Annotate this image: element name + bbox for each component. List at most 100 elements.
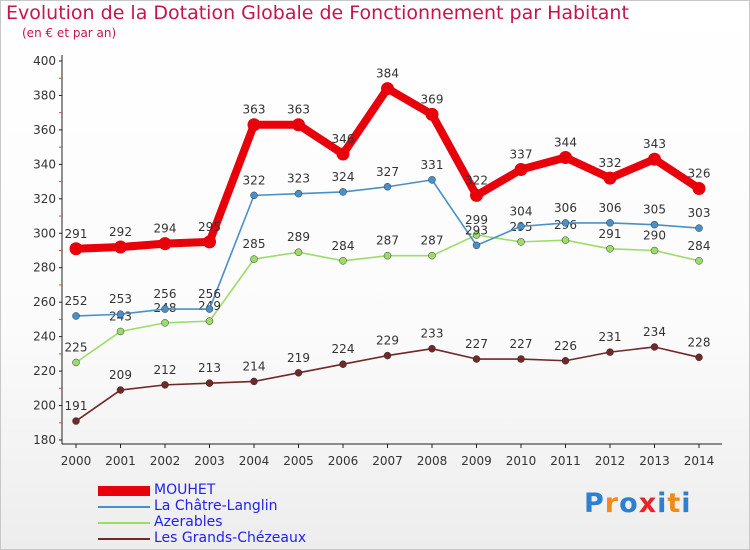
data-point [650, 343, 659, 351]
data-point [517, 238, 525, 246]
data-point [205, 317, 214, 325]
chart-subtitle: (en € et par an) [22, 26, 117, 40]
data-point [517, 222, 525, 231]
data-point [116, 386, 125, 394]
data-label: 214 [243, 359, 266, 373]
data-label: 303 [688, 206, 711, 220]
x-tick-label: 2007 [372, 454, 403, 468]
data-label: 291 [65, 227, 88, 241]
data-label: 305 [643, 203, 666, 217]
data-point [339, 257, 347, 265]
data-label: 291 [599, 227, 622, 241]
data-point [294, 248, 303, 256]
y-tick-label: 240 [33, 330, 56, 344]
legend-swatch [98, 486, 150, 496]
data-label: 212 [154, 363, 177, 377]
data-label: 294 [154, 222, 177, 236]
logo-letter: x [638, 488, 658, 519]
x-axis-ticks: 2000 2001 2002 2003 2004 2005 2006 2007 2008 2009… [61, 444, 715, 468]
data-label: 256 [198, 287, 221, 301]
data-point [292, 118, 305, 132]
data-point [425, 107, 439, 121]
data-point [383, 251, 392, 260]
legend-label: La Châtre-Langlin [154, 498, 278, 514]
data-label: 363 [287, 103, 310, 117]
data-point [695, 224, 703, 232]
x-tick-label: 2000 [61, 454, 92, 468]
x-tick-label: 2014 [684, 454, 715, 468]
data-point [561, 219, 570, 227]
x-tick-label: 2008 [417, 454, 448, 468]
data-label: 256 [154, 287, 177, 301]
data-point [250, 255, 258, 263]
data-point [472, 231, 481, 239]
data-point [472, 241, 481, 250]
data-point [247, 118, 261, 132]
data-point [650, 220, 659, 229]
data-point [383, 183, 392, 191]
data-label: 219 [287, 351, 310, 365]
data-label: 224 [332, 342, 355, 356]
data-label: 363 [243, 103, 266, 117]
data-point [559, 150, 572, 164]
data-label: 324 [332, 170, 355, 184]
series-2: 2252432482492852892842872872992952962912… [65, 213, 710, 367]
data-point [428, 251, 436, 260]
y-tick-label: 320 [33, 192, 56, 206]
data-point [158, 237, 172, 251]
y-tick-label: 280 [33, 261, 56, 275]
data-label: 323 [287, 172, 310, 186]
data-label: 227 [510, 337, 533, 351]
data-label: 304 [510, 204, 533, 218]
x-tick-label: 2002 [150, 454, 181, 468]
data-label: 234 [643, 325, 666, 339]
data-point [648, 152, 661, 166]
data-label: 369 [421, 92, 444, 106]
data-label: 284 [332, 239, 355, 253]
data-point [383, 351, 392, 360]
data-label: 293 [465, 223, 488, 237]
data-label: 225 [65, 340, 88, 354]
data-label: 231 [599, 330, 622, 344]
data-point [428, 344, 436, 353]
series-1: 252 253 256 256 322 323 324 327 331 293 304 306 306 3… [65, 158, 711, 320]
data-point [695, 257, 703, 265]
data-label: 252 [65, 294, 88, 308]
data-label: 322 [465, 173, 488, 187]
data-point [561, 357, 570, 365]
data-point [650, 246, 659, 255]
data-point [205, 305, 214, 313]
y-tick-label: 360 [33, 123, 56, 137]
logo-letter: t [667, 488, 682, 519]
data-label: 213 [198, 361, 221, 375]
y-tick-label: 340 [33, 157, 56, 171]
data-point [606, 245, 614, 253]
data-point [692, 181, 706, 195]
data-point [161, 305, 169, 313]
data-point [114, 240, 127, 254]
data-point [116, 310, 125, 318]
data-point [72, 417, 80, 425]
data-label: 295 [198, 220, 221, 234]
data-point [428, 176, 436, 184]
y-tick-label: 220 [33, 364, 56, 378]
data-point [161, 319, 169, 327]
data-label: 306 [599, 201, 622, 215]
data-point [72, 312, 80, 320]
x-tick-label: 2012 [595, 454, 626, 468]
y-tick-label: 260 [33, 295, 56, 309]
data-point [561, 236, 570, 244]
data-label: 344 [554, 135, 577, 149]
logo-letter: r [604, 488, 620, 519]
data-point [695, 353, 703, 362]
legend-swatch [98, 506, 150, 508]
logo-letter: P [584, 488, 605, 519]
data-label: 346 [332, 132, 355, 146]
logo-letter: o [619, 488, 639, 519]
data-point [69, 242, 83, 256]
y-tick-label: 380 [33, 88, 56, 102]
data-point [514, 163, 528, 177]
data-label: 289 [287, 230, 310, 244]
